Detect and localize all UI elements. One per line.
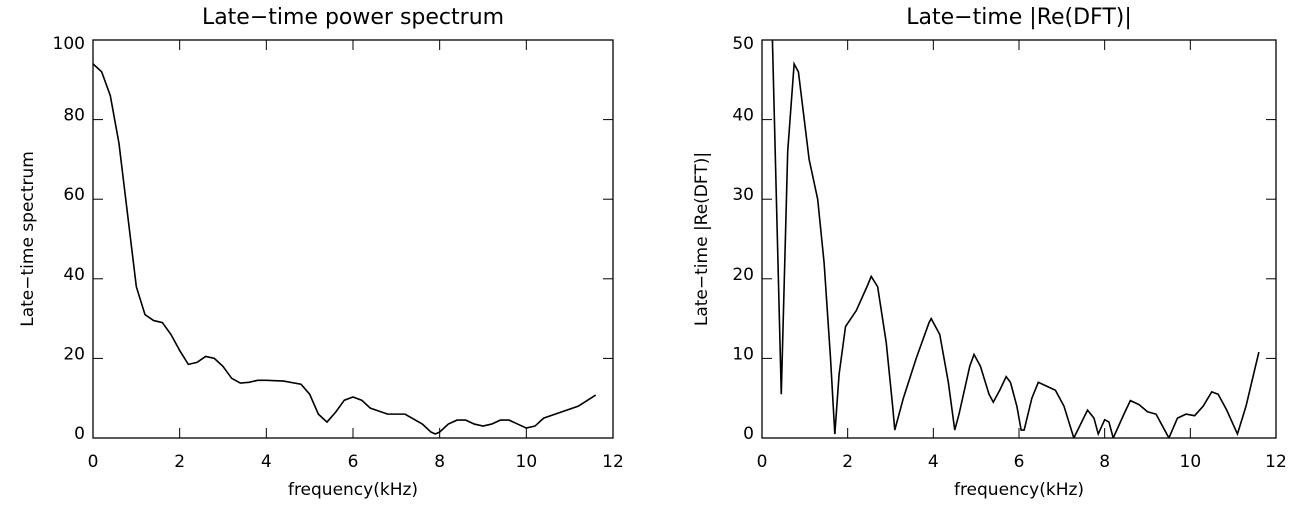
y-tick-label: 50 xyxy=(732,34,754,54)
y-tick-label: 80 xyxy=(63,106,85,126)
x-tick-label: 12 xyxy=(602,452,624,472)
x-tick-label: 6 xyxy=(348,452,359,472)
y-tick-label: 40 xyxy=(732,106,754,126)
chart-title: Late−time power spectrum xyxy=(202,5,504,30)
y-tick-label: 30 xyxy=(732,185,754,205)
y-axis-label: Late−time |Re(DFT)| xyxy=(692,152,712,326)
y-tick-label: 20 xyxy=(732,265,754,285)
x-tick-label: 2 xyxy=(842,452,853,472)
y-axis-label: Late−time spectrum xyxy=(18,151,38,327)
y-tick-label: 0 xyxy=(74,424,85,444)
y-tick-label: 0 xyxy=(743,424,754,444)
y-tick-label: 40 xyxy=(63,265,85,285)
x-tick-label: 12 xyxy=(1265,452,1287,472)
x-tick-label: 4 xyxy=(261,452,272,472)
x-tick-label: 2 xyxy=(174,452,185,472)
x-tick-label: 0 xyxy=(757,452,768,472)
y-tick-label: 60 xyxy=(63,185,85,205)
x-tick-label: 6 xyxy=(1014,452,1025,472)
x-axis-label: frequency(kHz) xyxy=(954,480,1084,500)
x-tick-label: 10 xyxy=(516,452,538,472)
x-tick-label: 8 xyxy=(434,452,445,472)
y-tick-label: 10 xyxy=(732,344,754,364)
data-line xyxy=(771,40,1260,438)
x-tick-label: 10 xyxy=(1180,452,1202,472)
x-tick-label: 0 xyxy=(88,452,99,472)
y-tick-label: 20 xyxy=(63,344,85,364)
chart-title: Late−time |Re(DFT)| xyxy=(906,5,1132,30)
y-tick-label: 100 xyxy=(53,34,85,54)
plot-frame xyxy=(92,39,614,439)
data-line xyxy=(93,63,597,435)
x-axis-label: frequency(kHz) xyxy=(288,480,418,500)
x-tick-label: 4 xyxy=(928,452,939,472)
x-tick-label: 8 xyxy=(1099,452,1110,472)
